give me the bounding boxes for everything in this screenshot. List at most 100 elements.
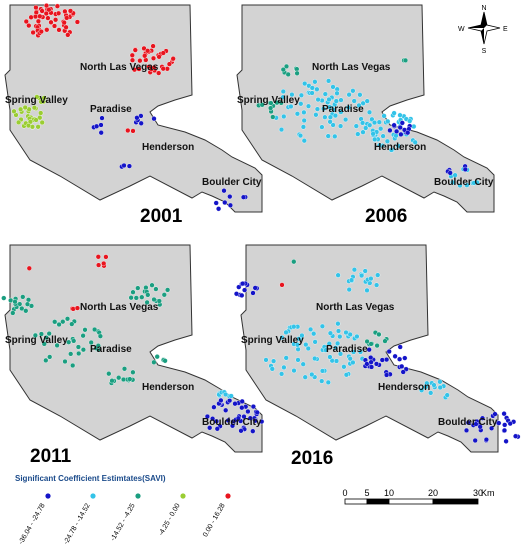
sample-point <box>228 393 234 399</box>
sample-point <box>70 306 76 312</box>
sample-point <box>346 286 352 293</box>
legend-label: -24.78 - -14.52 <box>63 502 92 545</box>
sample-point <box>374 282 380 288</box>
sample-point <box>156 70 162 76</box>
sample-point <box>47 354 53 360</box>
sample-point <box>507 421 513 427</box>
sample-point <box>37 13 43 19</box>
sample-point <box>428 390 434 396</box>
sample-point <box>68 351 74 357</box>
sample-point <box>80 347 87 353</box>
sample-point <box>341 364 347 370</box>
sample-point <box>362 268 368 274</box>
sample-point <box>472 437 478 444</box>
sample-point <box>309 85 315 91</box>
sample-point <box>350 349 357 355</box>
legend-swatch <box>180 493 186 499</box>
sample-point <box>95 343 101 349</box>
sample-point <box>156 298 162 304</box>
sample-point <box>227 194 233 200</box>
sample-point <box>320 106 327 112</box>
sample-point <box>335 328 342 334</box>
sample-point <box>330 122 336 128</box>
sample-point <box>38 29 44 35</box>
compass-s: S <box>482 48 487 55</box>
sample-point <box>333 358 340 364</box>
sample-point <box>254 409 260 416</box>
sample-point <box>496 420 502 426</box>
place-label: Spring Valley <box>237 95 300 106</box>
sample-point <box>367 122 373 128</box>
sample-point <box>69 321 75 327</box>
sample-point <box>250 404 257 410</box>
sample-point <box>285 71 291 78</box>
sample-point <box>373 361 380 367</box>
sample-point <box>447 170 453 176</box>
sample-point <box>278 127 285 133</box>
sample-point <box>471 180 477 186</box>
sample-point <box>60 319 66 325</box>
sample-point <box>125 127 131 134</box>
panel-year: 2001 <box>140 206 183 227</box>
sample-point <box>95 262 102 268</box>
place-label: Paradise <box>326 344 368 355</box>
sample-point <box>357 349 364 355</box>
sample-point <box>250 290 256 296</box>
sample-point <box>26 265 32 271</box>
sample-point <box>368 354 374 361</box>
compass: N S E W <box>458 5 508 55</box>
sample-point <box>34 94 40 100</box>
sample-point <box>46 7 52 13</box>
sample-point <box>283 355 289 361</box>
place-label: Spring Valley <box>5 95 68 106</box>
sample-point <box>166 61 173 67</box>
sample-point <box>463 427 470 434</box>
legend-title: Significant Coefficient Estimtates(SAVI) <box>15 474 166 483</box>
sample-point <box>397 112 403 118</box>
place-label: North Las Vegas <box>312 62 391 73</box>
map-panel: North Las Vegas Spring Valley Paradise Hend… <box>233 244 521 469</box>
sample-point <box>398 131 404 138</box>
place-label: North Las Vegas <box>316 302 395 313</box>
sample-point <box>75 344 82 350</box>
sample-point <box>332 345 339 351</box>
sample-point <box>270 114 276 120</box>
sample-point <box>239 292 245 299</box>
compass-w: W <box>458 26 465 33</box>
sample-point <box>23 18 29 25</box>
sample-point <box>394 128 400 135</box>
sample-point <box>356 102 362 109</box>
sample-point <box>303 341 309 348</box>
sample-point <box>162 358 168 364</box>
sample-point <box>314 106 321 112</box>
sample-point <box>380 133 386 139</box>
sample-point <box>326 341 332 347</box>
sample-point <box>368 275 374 282</box>
sample-point <box>301 138 307 144</box>
sample-point <box>465 420 471 426</box>
city-boundary <box>4 4 263 213</box>
sample-point <box>358 272 365 279</box>
sample-point <box>165 287 171 293</box>
sample-point <box>326 96 332 103</box>
sample-point <box>305 345 311 352</box>
sample-point <box>283 329 289 336</box>
sample-point <box>278 371 285 377</box>
sample-point <box>128 295 134 301</box>
sample-point <box>239 405 245 411</box>
sample-point <box>335 321 341 327</box>
sample-point <box>281 364 287 371</box>
sample-point <box>70 362 76 369</box>
sample-point <box>145 48 151 54</box>
sample-point <box>423 384 429 390</box>
sample-point <box>252 418 258 424</box>
panel-year: 2016 <box>291 448 333 469</box>
legend-label: -14.52 - -4.25 <box>110 502 137 542</box>
sample-point <box>88 339 94 346</box>
sample-point <box>153 286 159 292</box>
sample-point <box>139 294 145 300</box>
city-boundary <box>236 4 495 213</box>
legend-swatch <box>225 493 231 499</box>
sample-point <box>379 357 385 363</box>
sample-point <box>46 330 52 337</box>
